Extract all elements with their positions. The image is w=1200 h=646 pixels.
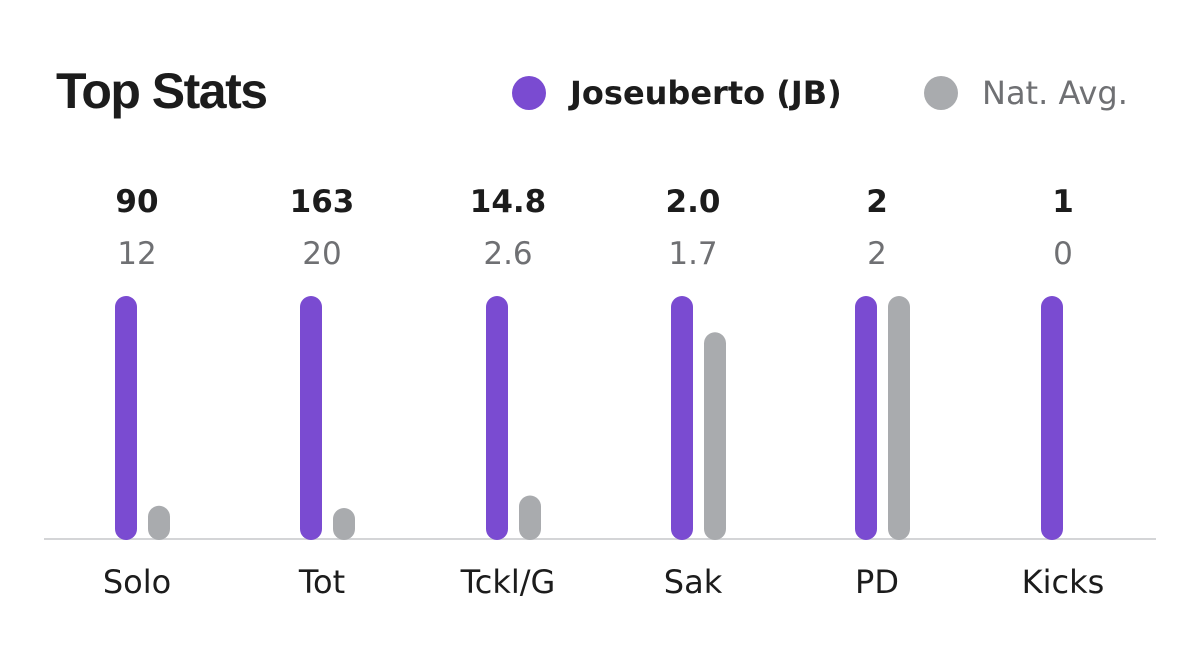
value-label-jb-sak: 2.0 xyxy=(666,184,721,220)
value-label-avg-kicks: 0 xyxy=(1053,236,1073,272)
value-label-jb-tckl-g: 14.8 xyxy=(470,184,547,220)
legend-item-national-average: Nat. Avg. xyxy=(924,74,1128,112)
value-label-avg-sak: 1.7 xyxy=(668,236,717,272)
value-label-jb-solo: 90 xyxy=(115,184,158,220)
legend-dot-national-average xyxy=(924,76,958,110)
value-label-avg-pd: 2 xyxy=(867,236,887,272)
bar-jb-tckl-g xyxy=(486,296,508,540)
bar-jb-sak xyxy=(671,296,693,540)
value-label-jb-kicks: 1 xyxy=(1052,184,1074,220)
value-label-avg-tot: 20 xyxy=(302,236,341,272)
category-label-kicks: Kicks xyxy=(1022,563,1105,601)
bar-avg-sak xyxy=(704,332,726,540)
value-label-jb-tot: 163 xyxy=(290,184,355,220)
value-label-avg-solo: 12 xyxy=(117,236,156,272)
bar-jb-pd xyxy=(855,296,877,540)
category-label-sak: Sak xyxy=(664,563,723,601)
legend-dot-joseuberto xyxy=(512,76,546,110)
bar-jb-solo xyxy=(115,296,137,540)
category-label-tot: Tot xyxy=(298,563,345,601)
bar-jb-tot xyxy=(300,296,322,540)
bar-avg-solo xyxy=(148,505,170,540)
bar-jb-kicks xyxy=(1041,296,1063,540)
bar-avg-tckl-g xyxy=(519,495,541,540)
category-label-solo: Solo xyxy=(103,563,171,601)
value-label-avg-tckl-g: 2.6 xyxy=(483,236,532,272)
bar-avg-pd xyxy=(888,296,910,540)
chart-title: Top Stats xyxy=(56,63,268,119)
bar-avg-tot xyxy=(333,508,355,540)
legend-label-joseuberto: Joseuberto (JB) xyxy=(570,74,842,112)
legend-item-joseuberto: Joseuberto (JB) xyxy=(512,74,842,112)
value-label-jb-pd: 2 xyxy=(866,184,888,220)
legend-label-national-average: Nat. Avg. xyxy=(982,74,1128,112)
category-label-pd: PD xyxy=(855,563,899,601)
category-label-tckl-g: Tckl/G xyxy=(460,563,556,601)
